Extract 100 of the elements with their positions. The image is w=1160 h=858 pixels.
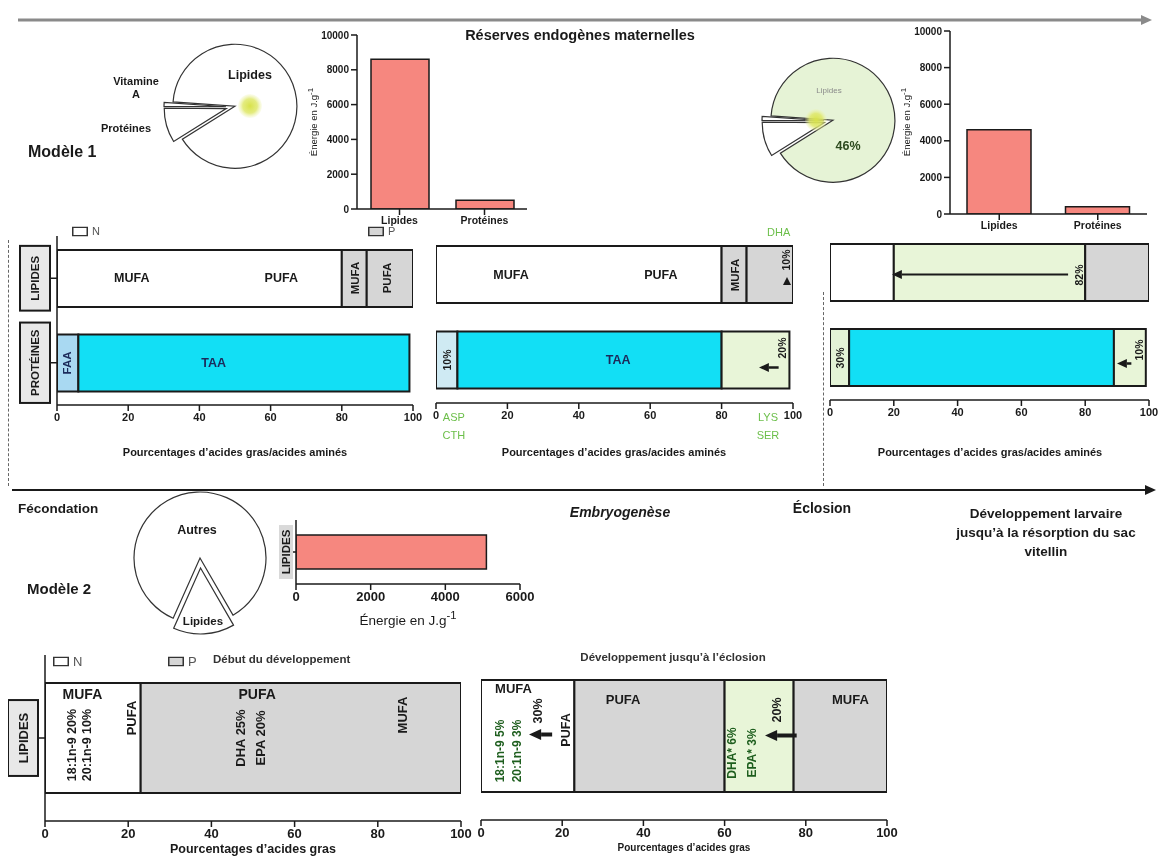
annotation: MUFA: [394, 696, 411, 734]
annotation: EPA 20%: [252, 710, 269, 766]
y-tick-label: 10000: [914, 25, 943, 37]
text: 46%: [835, 138, 861, 154]
x-axis-title: Pourcentages d’acides gras: [617, 842, 751, 854]
annotation: MUFA: [729, 258, 743, 292]
text: LYS: [758, 410, 778, 424]
x-tick-label: 20: [887, 405, 900, 418]
text: Modèle 2: [27, 580, 92, 598]
annotation: DHA* 6%: [724, 726, 740, 779]
x-tick-label: Lipides: [381, 214, 419, 227]
annotation: 82%: [1072, 263, 1085, 286]
annotation: 10%: [440, 349, 453, 371]
annotation: TAA: [201, 355, 227, 370]
x-tick-label: Lipides: [980, 219, 1018, 232]
legend-label: N: [73, 653, 83, 669]
x-tick-label: 100: [403, 410, 423, 423]
annotation: MUFA: [493, 267, 529, 282]
annotation: DHA: [767, 225, 791, 239]
x-axis-title: Pourcentages d’acides gras/acides aminés: [877, 445, 1103, 459]
y-tick-label: LIPIDES: [15, 712, 31, 764]
y-tick-label: LIPIDES: [280, 529, 292, 575]
x-tick-label: 40: [636, 825, 651, 841]
annotation: PUFA: [644, 267, 678, 282]
x-tick-label: 40: [951, 405, 964, 418]
chart-title: Début du développement: [213, 653, 351, 667]
slice-label: Lipides: [228, 67, 272, 83]
annotation: 20:1n-9 10%: [79, 708, 94, 782]
y-tick-label: 4000: [919, 135, 943, 147]
annotation: PUFA: [605, 691, 641, 707]
x-tick-label: 6000: [505, 589, 535, 605]
annotation: DHA 25%: [232, 709, 248, 767]
text: Embryogenèse: [569, 503, 671, 521]
annotation: 20%: [776, 337, 789, 359]
x-tick-label: 0: [432, 408, 440, 421]
x-tick-label: 40: [572, 408, 585, 421]
x-tick-label: 80: [1079, 405, 1092, 418]
annotation: FAA: [61, 351, 75, 375]
x-tick-label: 60: [644, 408, 657, 421]
y-tick-label: 8000: [326, 64, 350, 76]
annotation: 30%: [530, 697, 546, 724]
text: Éclosion: [792, 499, 852, 517]
x-tick-label: 100: [1139, 405, 1159, 418]
series-label: P: [188, 653, 197, 669]
text: Modèle 1: [28, 142, 97, 162]
x-tick-label: 20: [122, 410, 135, 423]
annotation: 18:1n-9 5%: [493, 719, 509, 782]
annotation: PUFA: [264, 271, 298, 286]
series-label: N: [92, 224, 100, 237]
x-axis-title: Énergie en J.g$^{-1}$: [359, 609, 457, 629]
slice-label: Lipides: [816, 86, 842, 96]
text: SER: [756, 428, 780, 442]
annotation: MUFA: [349, 261, 363, 295]
slice-label: Vitamine A: [112, 75, 160, 101]
annotation: 18:1n-9 20%: [64, 708, 80, 782]
x-tick-label: 60: [1015, 405, 1028, 418]
x-tick-label: 60: [717, 825, 732, 841]
annotation: MUFA: [495, 680, 532, 696]
x-tick-label: 0: [477, 825, 485, 841]
annotation: PUFA: [381, 262, 395, 294]
y-tick-label: 4000: [326, 133, 350, 145]
annotation: PUFA: [238, 685, 276, 703]
y-tick-label: LIPIDES: [29, 255, 41, 301]
x-axis-title: Pourcentages d’acides gras/acides aminés: [122, 445, 348, 459]
annotation: PUFA: [123, 700, 140, 736]
text: Réserves endogènes maternelles: [465, 26, 695, 44]
x-tick-label: 40: [204, 826, 219, 842]
text: Fécondation: [18, 501, 99, 517]
annotation: MUFA: [832, 691, 869, 707]
annotation: 10%: [1133, 338, 1146, 361]
annotation: 10%: [779, 249, 792, 271]
y-tick-label: 2000: [326, 168, 350, 180]
y-tick-label: PROTÉINES: [29, 329, 41, 396]
text: Développement larvaire jusqu’à la résorption du sac vitellin: [955, 504, 1137, 561]
x-tick-label: Protéines: [460, 214, 509, 227]
text: ASP: [442, 410, 465, 424]
x-tick-label: 80: [370, 826, 386, 842]
y-tick-label: 6000: [919, 98, 943, 110]
x-tick-label: 0: [826, 405, 834, 418]
annotation: MUFA: [114, 271, 150, 286]
annotation: MUFA: [62, 685, 103, 703]
x-tick-label: 20: [554, 825, 570, 841]
x-tick-label: Protéines: [1073, 219, 1122, 232]
y-tick-label: 10000: [321, 29, 350, 41]
x-axis-title: Pourcentages d’acides gras: [169, 841, 337, 857]
chart-title: Développement jusqu’à l’éclosion: [580, 651, 766, 665]
x-tick-label: 100: [783, 408, 803, 421]
x-tick-label: 4000: [430, 589, 460, 605]
x-tick-label: 60: [264, 410, 277, 423]
x-tick-label: 40: [193, 410, 206, 423]
x-axis-title: Pourcentages d’acides gras/acides aminés: [501, 445, 727, 459]
y-tick-label: 8000: [919, 62, 943, 74]
slice-label: Protéines: [100, 121, 152, 135]
y-tick-label: 0: [343, 203, 350, 215]
annotation: EPA* 3%: [745, 727, 760, 778]
x-tick-label: 60: [287, 826, 302, 842]
y-tick-label: 2000: [919, 171, 943, 183]
annotation: TAA: [605, 353, 631, 368]
y-tick-label: 6000: [326, 99, 350, 111]
x-tick-label: 20: [501, 408, 514, 421]
